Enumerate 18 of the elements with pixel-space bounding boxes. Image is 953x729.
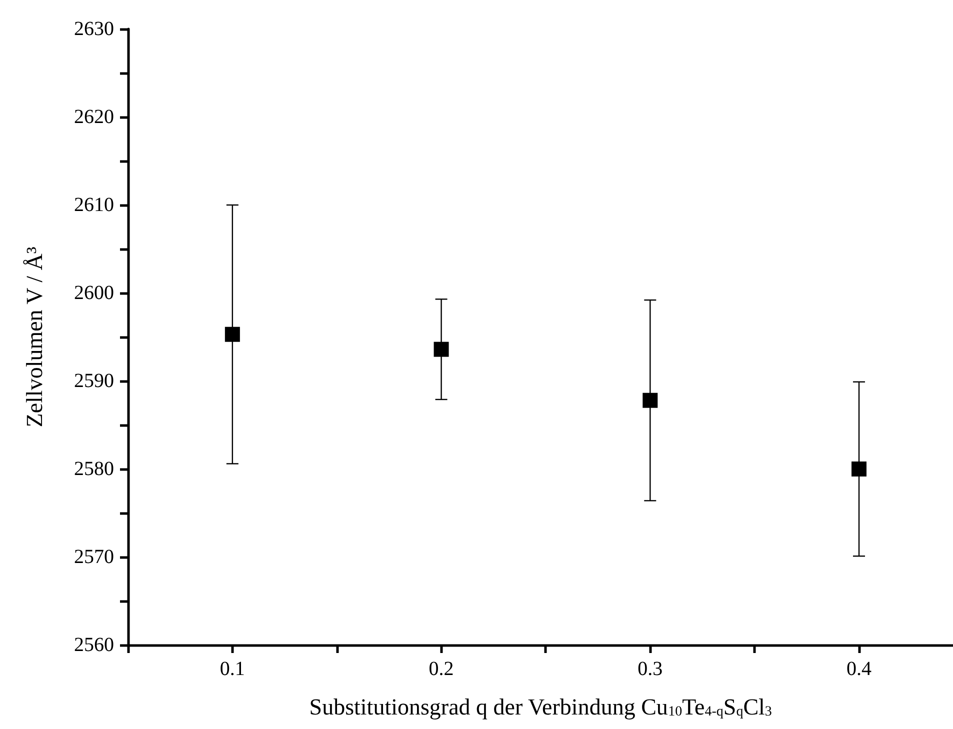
y-tick-label: 2560 [74,634,114,656]
x-tick-label: 0.3 [638,658,663,680]
x-axis-title: Substitutionsgrad q der Verbindung Cu10Te4-qSqCl3 [309,694,772,720]
y-tick-label: 2590 [74,370,114,392]
y-axis-title: Zellvolumen V / Å³ [22,246,47,428]
point [852,462,867,476]
x-tick-label: 0.2 [428,658,454,680]
point [642,392,658,408]
y-tick-label: 2570 [74,546,114,568]
y-tick-label: 2610 [74,194,114,216]
point [224,326,240,342]
x-tick-label: 0.4 [846,658,872,680]
y-tick-label: 2630 [74,18,114,40]
y-tick-label: 2580 [74,458,114,480]
y-tick-label: 2600 [74,282,114,304]
y-tick-label: 2620 [74,106,114,128]
x-tick-label: 0.1 [220,658,245,680]
point [434,342,449,357]
